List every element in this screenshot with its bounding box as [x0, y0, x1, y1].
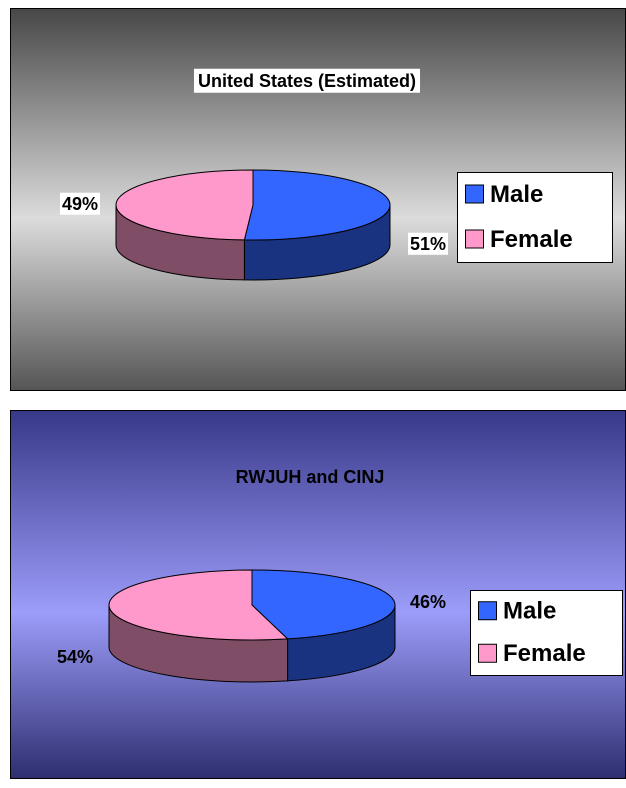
pie-slice [115, 169, 254, 241]
legend-label: Female [503, 640, 586, 667]
legend-swatch [478, 601, 497, 621]
legend-label: Male [490, 181, 543, 208]
title-background [193, 68, 421, 93]
label-background [59, 192, 101, 215]
legend-label: Male [503, 598, 556, 625]
label-background [407, 232, 449, 255]
chart-title: United States (Estimated) [198, 71, 416, 91]
legend-swatch [478, 643, 497, 663]
data-label: 49% [62, 194, 98, 214]
pie-slice [251, 569, 396, 640]
data-label: 54% [57, 647, 93, 667]
legend-swatch [465, 229, 484, 249]
pie-slice [243, 169, 391, 241]
data-label: 51% [410, 234, 446, 254]
legend-swatch [465, 184, 484, 204]
legend-label: Female [490, 226, 573, 253]
data-label: 46% [410, 592, 446, 612]
pie-slice [108, 569, 289, 641]
chart-title: RWJUH and CINJ [236, 467, 385, 487]
